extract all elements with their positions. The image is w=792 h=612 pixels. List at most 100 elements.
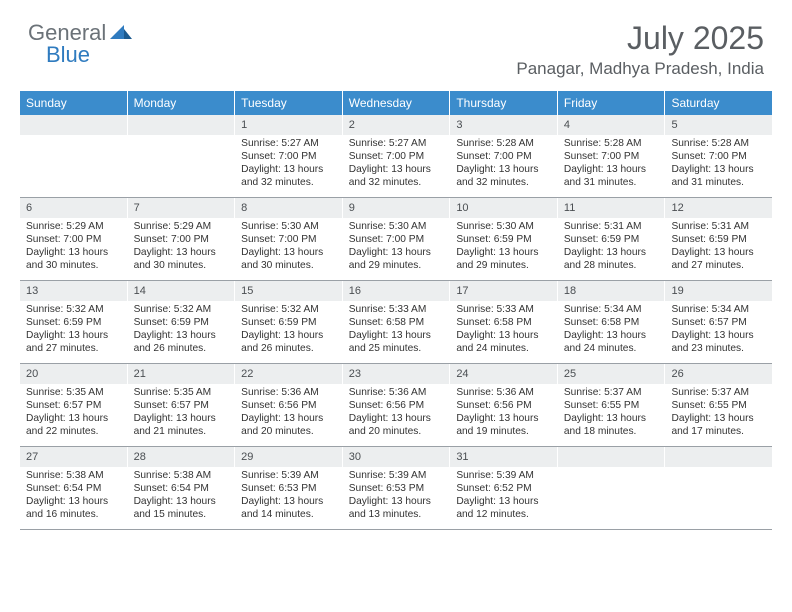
day-cell: 1Sunrise: 5:27 AMSunset: 7:00 PMDaylight… xyxy=(235,115,343,197)
sunrise-text: Sunrise: 5:27 AM xyxy=(349,137,444,150)
day-cell xyxy=(128,115,236,197)
daylight-text: Daylight: 13 hours and 22 minutes. xyxy=(26,412,121,438)
day-body: Sunrise: 5:37 AMSunset: 6:55 PMDaylight:… xyxy=(665,384,772,442)
sunset-text: Sunset: 6:59 PM xyxy=(134,316,229,329)
daylight-text: Daylight: 13 hours and 20 minutes. xyxy=(349,412,444,438)
sunrise-text: Sunrise: 5:28 AM xyxy=(456,137,551,150)
logo-blue-text-wrap: Blue xyxy=(46,42,90,68)
daylight-text: Daylight: 13 hours and 27 minutes. xyxy=(26,329,121,355)
title-block: July 2025 Panagar, Madhya Pradesh, India xyxy=(516,20,764,79)
sunrise-text: Sunrise: 5:34 AM xyxy=(564,303,659,316)
day-body: Sunrise: 5:31 AMSunset: 6:59 PMDaylight:… xyxy=(558,218,665,276)
daylight-text: Daylight: 13 hours and 29 minutes. xyxy=(456,246,551,272)
daylight-text: Daylight: 13 hours and 15 minutes. xyxy=(134,495,229,521)
day-number: 5 xyxy=(665,115,772,135)
sunset-text: Sunset: 6:55 PM xyxy=(564,399,659,412)
day-cell: 24Sunrise: 5:36 AMSunset: 6:56 PMDayligh… xyxy=(450,364,558,446)
sunset-text: Sunset: 6:52 PM xyxy=(456,482,551,495)
day-number: 3 xyxy=(450,115,557,135)
day-number: 30 xyxy=(343,447,450,467)
day-number: 10 xyxy=(450,198,557,218)
sunrise-text: Sunrise: 5:33 AM xyxy=(349,303,444,316)
day-number: 13 xyxy=(20,281,127,301)
daylight-text: Daylight: 13 hours and 31 minutes. xyxy=(671,163,766,189)
day-header: Wednesday xyxy=(343,91,451,115)
day-number: 9 xyxy=(343,198,450,218)
day-number: 16 xyxy=(343,281,450,301)
sunrise-text: Sunrise: 5:30 AM xyxy=(349,220,444,233)
sunrise-text: Sunrise: 5:30 AM xyxy=(456,220,551,233)
day-body: Sunrise: 5:28 AMSunset: 7:00 PMDaylight:… xyxy=(558,135,665,193)
day-cell: 23Sunrise: 5:36 AMSunset: 6:56 PMDayligh… xyxy=(343,364,451,446)
sunrise-text: Sunrise: 5:36 AM xyxy=(349,386,444,399)
day-body: Sunrise: 5:30 AMSunset: 7:00 PMDaylight:… xyxy=(235,218,342,276)
day-cell: 13Sunrise: 5:32 AMSunset: 6:59 PMDayligh… xyxy=(20,281,128,363)
sunrise-text: Sunrise: 5:32 AM xyxy=(26,303,121,316)
day-cell xyxy=(20,115,128,197)
sunrise-text: Sunrise: 5:29 AM xyxy=(26,220,121,233)
day-body: Sunrise: 5:38 AMSunset: 6:54 PMDaylight:… xyxy=(20,467,127,525)
day-body: Sunrise: 5:36 AMSunset: 6:56 PMDaylight:… xyxy=(343,384,450,442)
day-body: Sunrise: 5:29 AMSunset: 7:00 PMDaylight:… xyxy=(20,218,127,276)
day-body: Sunrise: 5:34 AMSunset: 6:58 PMDaylight:… xyxy=(558,301,665,359)
day-cell: 30Sunrise: 5:39 AMSunset: 6:53 PMDayligh… xyxy=(343,447,451,529)
sunrise-text: Sunrise: 5:28 AM xyxy=(671,137,766,150)
sunset-text: Sunset: 6:53 PM xyxy=(241,482,336,495)
day-header: Saturday xyxy=(665,91,772,115)
day-body: Sunrise: 5:32 AMSunset: 6:59 PMDaylight:… xyxy=(20,301,127,359)
day-cell: 8Sunrise: 5:30 AMSunset: 7:00 PMDaylight… xyxy=(235,198,343,280)
daylight-text: Daylight: 13 hours and 20 minutes. xyxy=(241,412,336,438)
daylight-text: Daylight: 13 hours and 30 minutes. xyxy=(241,246,336,272)
day-body: Sunrise: 5:37 AMSunset: 6:55 PMDaylight:… xyxy=(558,384,665,442)
sunrise-text: Sunrise: 5:27 AM xyxy=(241,137,336,150)
sunset-text: Sunset: 6:57 PM xyxy=(26,399,121,412)
sunset-text: Sunset: 7:00 PM xyxy=(241,150,336,163)
sunrise-text: Sunrise: 5:34 AM xyxy=(671,303,766,316)
day-header: Friday xyxy=(558,91,666,115)
month-title: July 2025 xyxy=(516,20,764,57)
location: Panagar, Madhya Pradesh, India xyxy=(516,59,764,79)
day-cell: 17Sunrise: 5:33 AMSunset: 6:58 PMDayligh… xyxy=(450,281,558,363)
day-number: 15 xyxy=(235,281,342,301)
week-row: 6Sunrise: 5:29 AMSunset: 7:00 PMDaylight… xyxy=(20,198,772,281)
daylight-text: Daylight: 13 hours and 12 minutes. xyxy=(456,495,551,521)
day-number: 26 xyxy=(665,364,772,384)
sunset-text: Sunset: 6:57 PM xyxy=(671,316,766,329)
sunset-text: Sunset: 6:53 PM xyxy=(349,482,444,495)
sunrise-text: Sunrise: 5:30 AM xyxy=(241,220,336,233)
daylight-text: Daylight: 13 hours and 30 minutes. xyxy=(26,246,121,272)
day-body: Sunrise: 5:36 AMSunset: 6:56 PMDaylight:… xyxy=(450,384,557,442)
sunrise-text: Sunrise: 5:28 AM xyxy=(564,137,659,150)
day-number: 2 xyxy=(343,115,450,135)
day-cell: 10Sunrise: 5:30 AMSunset: 6:59 PMDayligh… xyxy=(450,198,558,280)
daylight-text: Daylight: 13 hours and 28 minutes. xyxy=(564,246,659,272)
daylight-text: Daylight: 13 hours and 23 minutes. xyxy=(671,329,766,355)
daylight-text: Daylight: 13 hours and 30 minutes. xyxy=(134,246,229,272)
day-number: 14 xyxy=(128,281,235,301)
daylight-text: Daylight: 13 hours and 32 minutes. xyxy=(349,163,444,189)
sunrise-text: Sunrise: 5:32 AM xyxy=(134,303,229,316)
sunset-text: Sunset: 6:58 PM xyxy=(456,316,551,329)
calendar: SundayMondayTuesdayWednesdayThursdayFrid… xyxy=(20,91,772,530)
day-number: 25 xyxy=(558,364,665,384)
day-header: Thursday xyxy=(450,91,558,115)
day-number: 31 xyxy=(450,447,557,467)
day-number: 11 xyxy=(558,198,665,218)
day-cell: 15Sunrise: 5:32 AMSunset: 6:59 PMDayligh… xyxy=(235,281,343,363)
day-cell: 12Sunrise: 5:31 AMSunset: 6:59 PMDayligh… xyxy=(665,198,772,280)
day-body: Sunrise: 5:39 AMSunset: 6:53 PMDaylight:… xyxy=(235,467,342,525)
day-body: Sunrise: 5:34 AMSunset: 6:57 PMDaylight:… xyxy=(665,301,772,359)
day-number: 4 xyxy=(558,115,665,135)
sunset-text: Sunset: 6:56 PM xyxy=(241,399,336,412)
day-cell xyxy=(665,447,772,529)
day-body: Sunrise: 5:27 AMSunset: 7:00 PMDaylight:… xyxy=(235,135,342,193)
sunrise-text: Sunrise: 5:38 AM xyxy=(134,469,229,482)
day-header: Monday xyxy=(128,91,236,115)
day-number xyxy=(665,447,772,467)
sunset-text: Sunset: 6:59 PM xyxy=(671,233,766,246)
day-cell: 9Sunrise: 5:30 AMSunset: 7:00 PMDaylight… xyxy=(343,198,451,280)
daylight-text: Daylight: 13 hours and 24 minutes. xyxy=(456,329,551,355)
day-body: Sunrise: 5:30 AMSunset: 6:59 PMDaylight:… xyxy=(450,218,557,276)
sunrise-text: Sunrise: 5:36 AM xyxy=(456,386,551,399)
sunset-text: Sunset: 6:59 PM xyxy=(456,233,551,246)
